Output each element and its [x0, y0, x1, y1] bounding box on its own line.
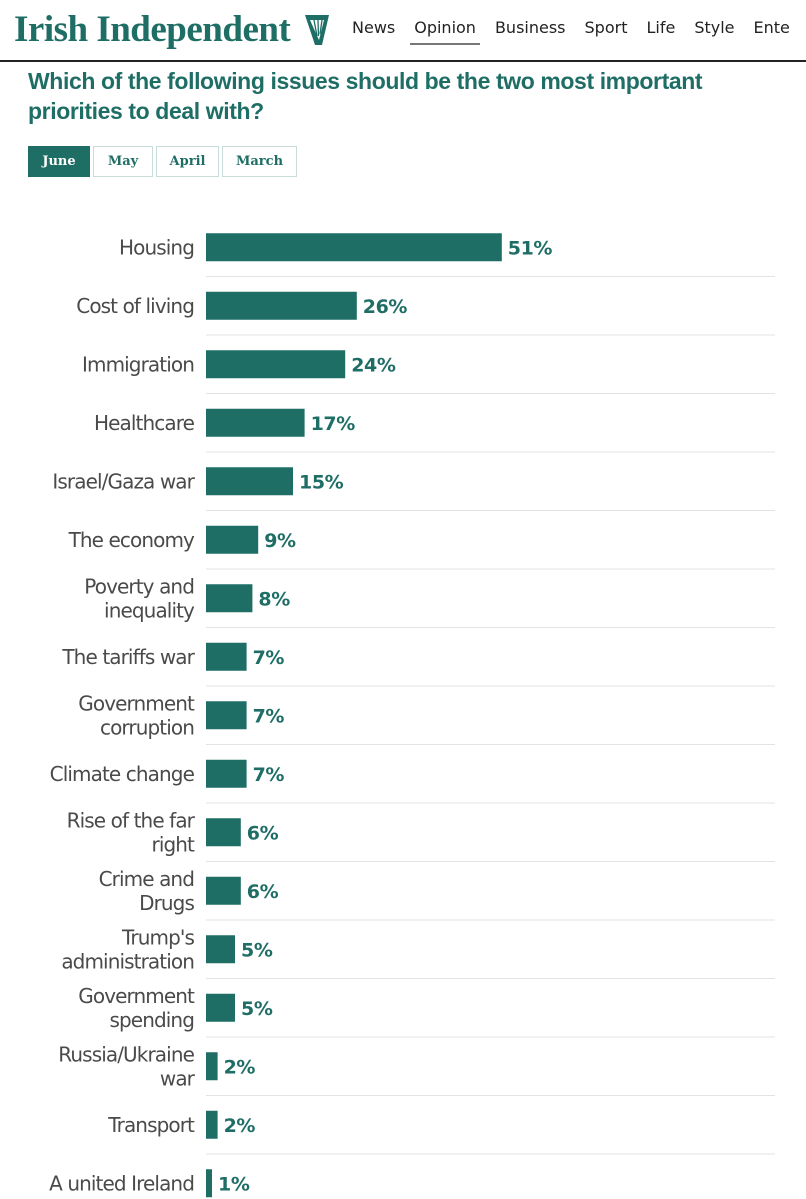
category-label: Immigration [82, 352, 194, 376]
category-label: Transport [107, 1113, 195, 1137]
value-label: 1% [218, 1173, 250, 1195]
bar [206, 525, 259, 554]
tab-june[interactable]: June [28, 146, 90, 177]
main-nav: News Opinion Business Sport Life Style Ente [352, 18, 806, 45]
value-label: 15% [299, 471, 344, 493]
month-tabs: June May April March [28, 146, 300, 177]
category-label: Cost of living [76, 294, 194, 318]
value-label: 6% [247, 822, 279, 844]
value-label: 2% [224, 1115, 256, 1137]
bar [206, 1169, 212, 1198]
category-label: Rise of the far right [67, 808, 196, 856]
nav-item-news[interactable]: News [352, 18, 396, 37]
category-label: Crime and Drugs [99, 867, 195, 915]
category-label: Government corruption [78, 691, 195, 739]
bar [206, 584, 253, 613]
tab-april[interactable]: April [156, 146, 219, 177]
nav-item-business[interactable]: Business [494, 18, 566, 37]
bar [206, 1052, 218, 1081]
value-label: 5% [241, 939, 273, 961]
category-label: Climate change [50, 762, 195, 786]
value-label: 24% [351, 354, 396, 376]
value-label: 8% [258, 588, 290, 610]
category-label: A united Ireland [49, 1171, 194, 1195]
bar [206, 759, 247, 788]
category-label: Israel/Gaza war [52, 469, 195, 493]
nav-item-opinion[interactable]: Opinion [410, 18, 480, 45]
tab-may[interactable]: May [93, 146, 153, 177]
value-label: 2% [224, 1056, 256, 1078]
value-label: 26% [363, 296, 408, 318]
category-label: Russia/Ukraine war [58, 1042, 195, 1090]
bar [206, 935, 235, 964]
bar [206, 350, 346, 379]
category-label: Housing [119, 235, 194, 259]
category-label: Poverty and inequality [84, 574, 195, 622]
bar [206, 993, 235, 1022]
value-label: 51% [508, 237, 553, 259]
value-label: 5% [241, 998, 273, 1020]
bar [206, 291, 357, 320]
bar [206, 701, 247, 730]
nav-item-life[interactable]: Life [646, 18, 676, 37]
bar [206, 467, 293, 496]
nav-item-sport[interactable]: Sport [584, 18, 628, 37]
bar [206, 642, 247, 671]
category-label: The tariffs war [61, 645, 195, 669]
masthead: Irish Independent News Opinion Business Spo… [0, 0, 806, 62]
nav-item-style[interactable]: Style [694, 18, 735, 37]
category-label: The economy [68, 528, 195, 552]
category-label: Government spending [78, 984, 195, 1032]
value-label: 7% [253, 764, 285, 786]
value-label: 17% [311, 413, 356, 435]
tab-march[interactable]: March [222, 146, 297, 177]
value-label: 9% [264, 530, 296, 552]
harp-icon [305, 15, 329, 45]
value-label: 7% [253, 705, 285, 727]
bar [206, 876, 241, 905]
bar [206, 1110, 218, 1139]
value-label: 6% [247, 881, 279, 903]
site-logo[interactable]: Irish Independent [14, 9, 291, 50]
value-label: 7% [253, 647, 285, 669]
bar [206, 233, 502, 262]
category-label: Healthcare [94, 411, 195, 435]
chart-question-title: Which of the following issues should be … [28, 68, 703, 124]
category-label: Trump's administration [61, 925, 194, 973]
bar [206, 408, 305, 437]
nav-item-ente[interactable]: Ente [753, 18, 790, 37]
bar [206, 818, 241, 847]
